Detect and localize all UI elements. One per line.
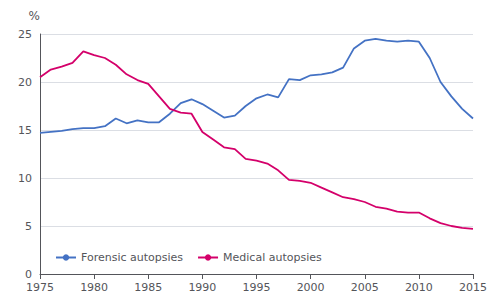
svg-text:Forensic autopsies: Forensic autopsies <box>81 251 183 264</box>
svg-text:20: 20 <box>18 76 32 89</box>
svg-text:15: 15 <box>18 124 32 137</box>
svg-text:%: % <box>29 9 40 23</box>
svg-text:10: 10 <box>18 172 32 185</box>
svg-text:Medical autopsies: Medical autopsies <box>223 251 322 264</box>
svg-text:0: 0 <box>25 268 32 281</box>
svg-text:1995: 1995 <box>243 281 271 294</box>
svg-text:2010: 2010 <box>405 281 433 294</box>
svg-text:1980: 1980 <box>80 281 108 294</box>
svg-text:2005: 2005 <box>351 281 379 294</box>
svg-text:1985: 1985 <box>134 281 162 294</box>
svg-text:1975: 1975 <box>26 281 54 294</box>
svg-text:1990: 1990 <box>188 281 216 294</box>
svg-text:25: 25 <box>18 28 32 41</box>
svg-text:2000: 2000 <box>297 281 325 294</box>
svg-text:5: 5 <box>25 220 32 233</box>
svg-text:2015: 2015 <box>459 281 487 294</box>
